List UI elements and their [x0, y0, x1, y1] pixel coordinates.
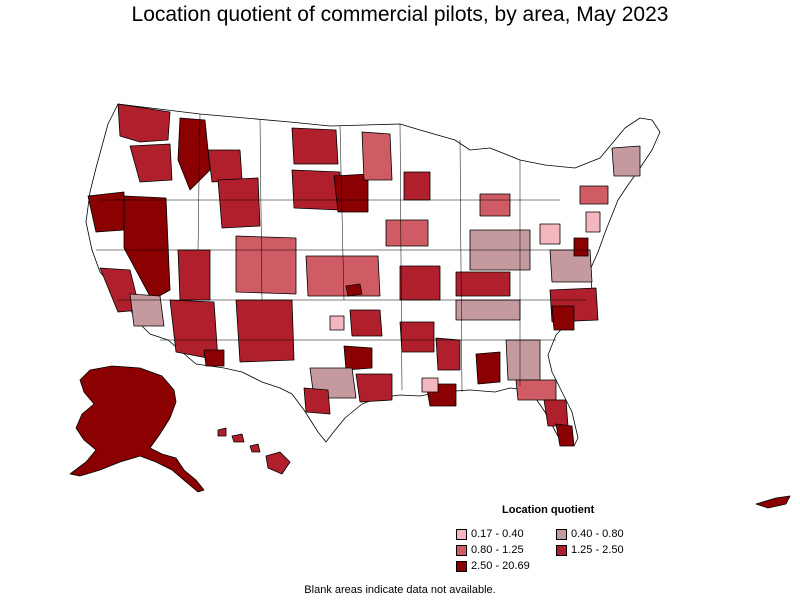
area-alabama — [475, 351, 501, 385]
area-pa — [539, 223, 561, 245]
legend-swatch — [556, 544, 567, 556]
hawaii-maui — [249, 443, 261, 453]
alaska — [69, 365, 205, 493]
area-nevada — [123, 195, 171, 301]
area-montana-west — [207, 149, 243, 183]
area-idaho — [177, 117, 211, 191]
area-ks-wichita — [345, 283, 363, 297]
area-texas-se — [355, 373, 393, 403]
area-norcal — [87, 191, 125, 233]
legend-label: 0.80 - 1.25 — [471, 544, 524, 556]
area-kentucky — [455, 271, 511, 297]
area-new-england — [611, 145, 641, 177]
legend-swatch — [456, 528, 467, 540]
hawaii-big-island — [265, 451, 291, 475]
area-new-mexico — [235, 299, 295, 363]
legend-item: 0.80 - 1.25 — [456, 543, 556, 557]
area-iowa — [385, 219, 429, 247]
area-regions — [87, 103, 641, 447]
hawaii-kauai — [217, 427, 227, 437]
legend-item: 0.40 - 0.80 — [556, 527, 656, 541]
area-oklahoma-east — [349, 309, 383, 337]
map-title: Location quotient of commercial pilots, … — [131, 3, 669, 26]
area-colorado — [235, 235, 297, 295]
area-north-dakota — [291, 127, 339, 165]
footnote: Blank areas indicate data not available. — [304, 584, 496, 596]
area-georgia — [505, 339, 541, 381]
legend-label: 0.40 - 0.80 — [571, 528, 624, 540]
area-texas-north — [343, 345, 373, 371]
area-michigan — [479, 193, 511, 217]
legend-title: Location quotient — [502, 504, 595, 516]
area-mississippi — [435, 337, 461, 371]
legend-swatch — [456, 560, 467, 572]
area-florida-n — [515, 379, 557, 401]
area-maryland — [573, 237, 589, 257]
area-missouri — [399, 265, 441, 301]
area-utah — [177, 249, 211, 301]
area-arkansas — [399, 321, 435, 353]
area-ny-north — [579, 185, 609, 205]
legend-swatch — [556, 528, 567, 540]
area-kansas — [305, 255, 381, 297]
area-florida-s — [555, 423, 575, 447]
area-wyoming — [217, 177, 261, 229]
legend-label: 2.50 - 20.69 — [471, 560, 530, 572]
area-sc — [551, 305, 575, 331]
area-gulf-light — [421, 377, 439, 393]
legend-swatch — [456, 544, 467, 556]
area-arizona-west — [129, 293, 165, 327]
area-texas-west — [303, 387, 331, 415]
area-south-dakota — [291, 169, 341, 211]
area-sd-east — [333, 173, 369, 213]
area-nj — [585, 211, 601, 233]
area-tennessee — [455, 299, 521, 321]
area-pacific-nw — [117, 103, 171, 143]
legend: 0.17 - 0.40 0.40 - 0.80 0.80 - 1.25 1.25… — [456, 527, 656, 573]
area-ky-light — [329, 315, 345, 331]
legend-label: 0.17 - 0.40 — [471, 528, 524, 540]
area-wisconsin — [403, 171, 431, 201]
area-boundaries — [96, 113, 590, 393]
puerto-rico — [755, 495, 791, 509]
area-florida-central — [543, 399, 569, 427]
legend-item: 0.17 - 0.40 — [456, 527, 556, 541]
legend-item: 1.25 - 2.50 — [556, 543, 656, 557]
area-minnesota-nw — [361, 131, 393, 181]
legend-item: 2.50 - 20.69 — [456, 559, 556, 573]
hawaii-oahu — [231, 433, 245, 443]
area-oregon-east — [129, 143, 173, 183]
area-az-south — [203, 349, 225, 367]
legend-label: 1.25 - 2.50 — [571, 544, 624, 556]
